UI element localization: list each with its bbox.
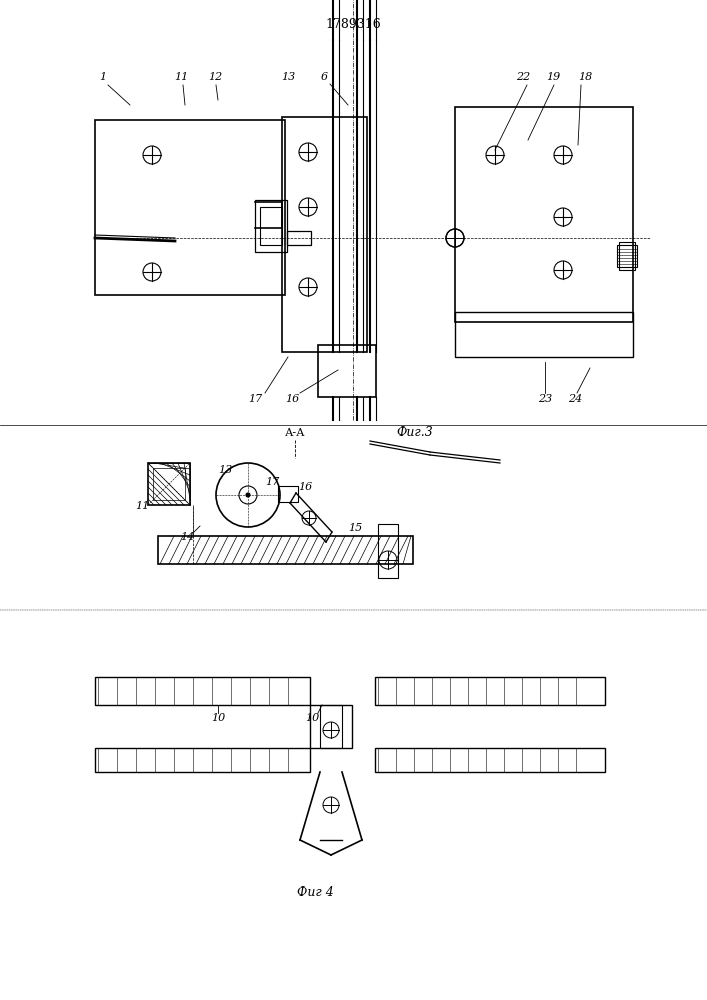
Text: 1789316: 1789316	[325, 18, 381, 31]
Text: 18: 18	[578, 72, 592, 82]
Text: 10: 10	[305, 713, 319, 723]
Bar	[278, 486, 298, 502]
Bar	[375, 748, 605, 772]
Bar	[318, 345, 376, 397]
Bar	[95, 120, 285, 295]
Bar	[255, 200, 287, 252]
Text: Фиг.3: Фиг.3	[397, 426, 433, 440]
Text: 10: 10	[211, 713, 225, 723]
Bar	[310, 705, 352, 748]
Bar	[455, 107, 633, 322]
Text: 16: 16	[285, 394, 299, 404]
Bar	[287, 231, 311, 245]
Bar	[260, 207, 282, 245]
Bar	[95, 748, 310, 772]
Text: 19: 19	[546, 72, 560, 82]
Text: 23: 23	[538, 394, 552, 404]
Text: 17: 17	[265, 477, 279, 487]
Text: Фиг 4: Фиг 4	[297, 886, 334, 900]
Text: 12: 12	[208, 72, 222, 82]
Bar	[455, 312, 633, 357]
Bar	[617, 245, 637, 267]
Bar	[320, 705, 342, 748]
Text: 14: 14	[180, 532, 194, 542]
Text: 24: 24	[568, 394, 582, 404]
Text: 13: 13	[218, 465, 232, 475]
Bar	[95, 677, 310, 705]
Text: А-А: А-А	[285, 428, 305, 438]
Circle shape	[246, 493, 250, 497]
Text: 22: 22	[516, 72, 530, 82]
Bar	[282, 117, 367, 352]
Text: 1: 1	[100, 72, 107, 82]
Bar	[619, 242, 635, 270]
Text: 11: 11	[174, 72, 188, 82]
Text: 16: 16	[298, 482, 312, 492]
Text: 15: 15	[348, 523, 362, 533]
Text: 13: 13	[281, 72, 295, 82]
Bar	[378, 524, 398, 578]
Bar	[158, 536, 413, 564]
Bar	[153, 468, 185, 500]
Bar	[375, 677, 605, 705]
Text: 17: 17	[248, 394, 262, 404]
Bar	[148, 463, 190, 505]
Text: 6: 6	[320, 72, 327, 82]
Text: 11: 11	[135, 501, 149, 511]
